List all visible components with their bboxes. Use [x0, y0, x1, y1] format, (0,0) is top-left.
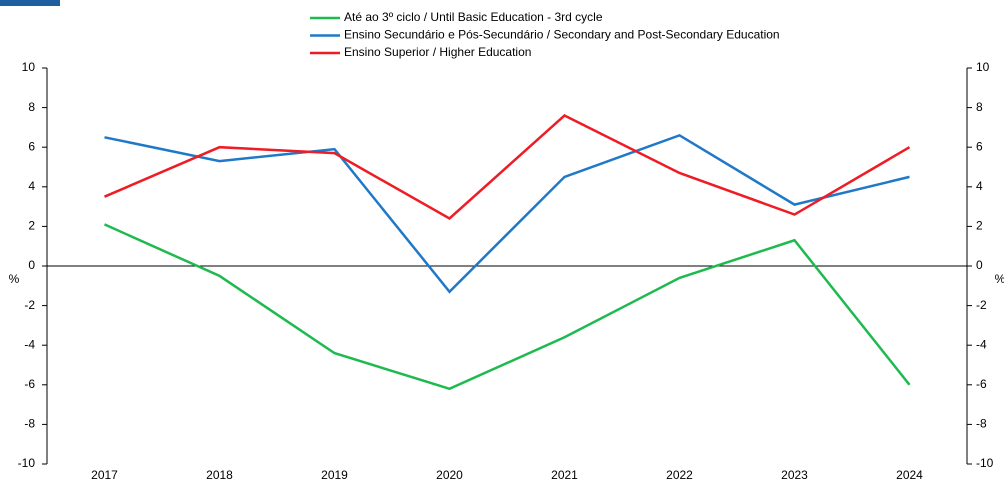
- y2-tick-label: -2: [976, 298, 987, 312]
- legend-label: Ensino Secundário e Pós-Secundário / Sec…: [344, 28, 780, 42]
- y-tick-label: -4: [24, 337, 35, 351]
- y-axis-label: %: [9, 272, 20, 286]
- y-tick-label: 2: [28, 219, 35, 233]
- x-tick-label: 2022: [666, 468, 693, 482]
- y2-tick-label: 2: [976, 219, 983, 233]
- y2-tick-label: -6: [976, 377, 987, 391]
- x-tick-label: 2021: [551, 468, 578, 482]
- x-tick-label: 2019: [321, 468, 348, 482]
- y-tick-label: 4: [28, 179, 35, 193]
- y2-tick-label: -10: [976, 456, 994, 470]
- x-tick-label: 2024: [896, 468, 923, 482]
- series-line: [104, 114, 911, 221]
- y2-tick-label: 4: [976, 179, 983, 193]
- y2-tick-label: 8: [976, 100, 983, 114]
- y2-tick-label: 0: [976, 258, 983, 272]
- y2-axis-label: %: [995, 272, 1004, 286]
- x-tick-label: 2020: [436, 468, 463, 482]
- y2-tick-label: -4: [976, 337, 987, 351]
- y-tick-label: -10: [18, 456, 36, 470]
- series-line: [104, 133, 910, 294]
- y-tick-label: -2: [24, 298, 35, 312]
- y-tick-label: 6: [28, 139, 35, 153]
- logo: [0, 0, 60, 6]
- x-tick-label: 2018: [206, 468, 233, 482]
- x-tick-label: 2017: [91, 468, 118, 482]
- y2-tick-label: 6: [976, 139, 983, 153]
- y2-tick-label: -8: [976, 417, 987, 431]
- y2-tick-label: 10: [976, 60, 990, 74]
- legend-label: Ensino Superior / Higher Education: [344, 45, 531, 59]
- y-tick-label: 8: [28, 100, 35, 114]
- y-tick-label: -6: [24, 377, 35, 391]
- y-tick-label: -8: [24, 417, 35, 431]
- x-tick-label: 2023: [781, 468, 808, 482]
- y-tick-label: 0: [28, 258, 35, 272]
- legend-label: Até ao 3º ciclo / Until Basic Education …: [344, 10, 603, 24]
- series-line: [103, 223, 911, 391]
- y-tick-label: 10: [22, 60, 36, 74]
